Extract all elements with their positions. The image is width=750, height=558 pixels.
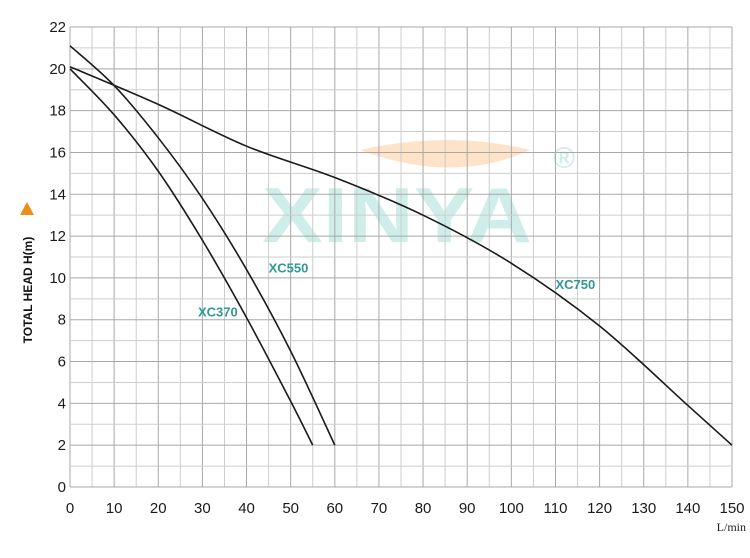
y-tick-label: 0 — [58, 479, 66, 496]
y-tick-label: 14 — [49, 186, 66, 203]
x-tick-label: 140 — [675, 500, 700, 517]
x-tick-label: 150 — [719, 500, 744, 517]
grid — [69, 26, 733, 488]
watermark-logo: XINYA ® — [262, 140, 575, 259]
y-tick-label: 22 — [49, 19, 66, 36]
y-axis-ticks: 0 2 4 6 8 10 12 14 16 18 20 22 — [49, 19, 66, 496]
x-tick-label: 40 — [238, 500, 255, 517]
x-tick-label: 110 — [544, 500, 568, 517]
y-tick-label: 6 — [58, 354, 66, 371]
x-tick-label: 70 — [371, 500, 388, 517]
x-tick-label: 130 — [631, 500, 656, 517]
x-tick-label: 10 — [106, 500, 123, 517]
y-axis-label: TOTAL HEAD H(m) — [21, 237, 35, 344]
x-tick-label: 0 — [66, 500, 74, 517]
series-line-xc750 — [69, 65, 733, 446]
x-tick-label: 90 — [459, 500, 476, 517]
x-tick-label: 100 — [499, 500, 524, 517]
y-tick-label: 16 — [49, 144, 66, 161]
series-label-xc370: XC370 — [198, 304, 238, 319]
y-tick-label: 18 — [49, 103, 66, 120]
x-tick-label: 60 — [326, 500, 343, 517]
x-tick-label: 50 — [282, 500, 299, 517]
y-tick-label: 12 — [49, 228, 66, 245]
y-tick-label: 2 — [58, 437, 66, 454]
y-tick-label: 10 — [49, 270, 66, 287]
series-lines — [69, 45, 733, 446]
series-labels: XC370 XC550 XC750 — [198, 260, 595, 319]
y-tick-label: 20 — [49, 61, 66, 78]
series-label-xc750: XC750 — [555, 277, 595, 292]
y-tick-label: 8 — [58, 312, 66, 329]
x-axis-unit: L/min — [717, 520, 746, 534]
x-tick-label: 30 — [194, 500, 211, 517]
series-line-xc370 — [69, 68, 314, 446]
x-tick-label: 80 — [415, 500, 432, 517]
x-tick-label: 120 — [587, 500, 612, 517]
x-tick-label: 20 — [150, 500, 167, 517]
watermark-registered-mark: ® — [553, 142, 575, 175]
y-axis-arrow-icon — [20, 202, 34, 215]
y-tick-label: 4 — [58, 395, 66, 412]
series-label-xc550: XC550 — [269, 260, 309, 275]
x-axis-ticks: 0 10 20 30 40 50 60 70 80 90 100 110 120 130 140 150 — [66, 500, 745, 517]
series-line-xc550 — [69, 45, 336, 446]
